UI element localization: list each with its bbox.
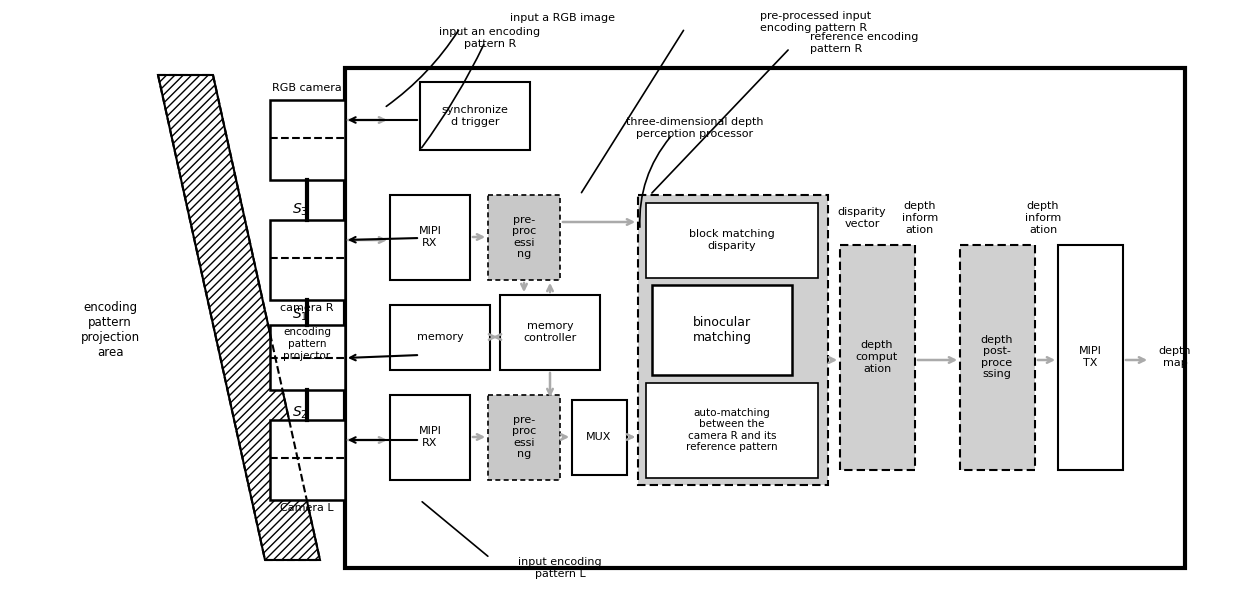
Text: MUX: MUX — [587, 432, 611, 442]
Bar — [270, 325, 345, 390]
Bar — [489, 395, 560, 480]
Text: memory
controller: memory controller — [523, 321, 577, 343]
Text: input a RGB image: input a RGB image — [510, 13, 615, 23]
Bar — [646, 383, 818, 478]
Text: MIPI
TX: MIPI TX — [1079, 346, 1101, 368]
Bar — [500, 295, 600, 370]
Text: synchronize
d trigger: synchronize d trigger — [441, 105, 508, 127]
Bar — [652, 285, 792, 375]
Text: Camera L: Camera L — [280, 503, 334, 513]
Text: input an encoding
pattern R: input an encoding pattern R — [439, 27, 541, 49]
Text: MIPI
RX: MIPI RX — [419, 226, 441, 248]
Bar — [960, 245, 1035, 470]
Text: binocular
matching: binocular matching — [692, 316, 751, 344]
Bar — [270, 420, 345, 500]
Bar — [270, 220, 345, 300]
Text: depth
inform
ation: depth inform ation — [1025, 201, 1061, 235]
Text: input encoding
pattern L: input encoding pattern L — [518, 557, 601, 579]
Bar — [646, 203, 818, 278]
Text: $S_3$: $S_3$ — [291, 202, 308, 218]
Bar — [839, 245, 915, 470]
Polygon shape — [157, 75, 320, 560]
Text: RGB camera: RGB camera — [272, 83, 342, 93]
Bar — [572, 400, 627, 475]
Bar — [1058, 245, 1123, 470]
Text: camera R: camera R — [280, 303, 334, 313]
Text: block matching
disparity: block matching disparity — [689, 229, 775, 251]
Text: MIPI
RX: MIPI RX — [419, 426, 441, 448]
Bar — [270, 100, 345, 180]
Text: $S_2$: $S_2$ — [291, 405, 308, 421]
Bar — [391, 305, 490, 370]
Text: depth
post-
proce
ssing: depth post- proce ssing — [981, 335, 1013, 379]
Text: memory: memory — [417, 332, 464, 342]
Bar — [489, 195, 560, 280]
Text: disparity
vector: disparity vector — [838, 207, 887, 229]
Bar — [639, 195, 828, 485]
Text: $S_1$: $S_1$ — [291, 307, 308, 323]
Bar — [345, 68, 1185, 568]
Bar — [391, 395, 470, 480]
Text: depth
inform
ation: depth inform ation — [901, 201, 939, 235]
Text: depth
map: depth map — [1158, 346, 1192, 368]
Text: encoding
pattern
projector: encoding pattern projector — [283, 328, 331, 361]
Text: pre-processed input
encoding pattern R: pre-processed input encoding pattern R — [760, 11, 872, 33]
Bar — [420, 82, 529, 150]
Text: pre-
proc
essi
ng: pre- proc essi ng — [512, 415, 536, 459]
Text: auto-matching
between the
camera R and its
reference pattern: auto-matching between the camera R and i… — [686, 407, 777, 453]
Bar — [391, 195, 470, 280]
Text: depth
comput
ation: depth comput ation — [856, 340, 898, 373]
Text: reference encoding
pattern R: reference encoding pattern R — [810, 32, 919, 54]
Text: pre-
proc
essi
ng: pre- proc essi ng — [512, 215, 536, 259]
Text: encoding
pattern
projection
area: encoding pattern projection area — [81, 301, 140, 359]
Text: three-dimensional depth
perception processor: three-dimensional depth perception proce… — [626, 117, 764, 139]
